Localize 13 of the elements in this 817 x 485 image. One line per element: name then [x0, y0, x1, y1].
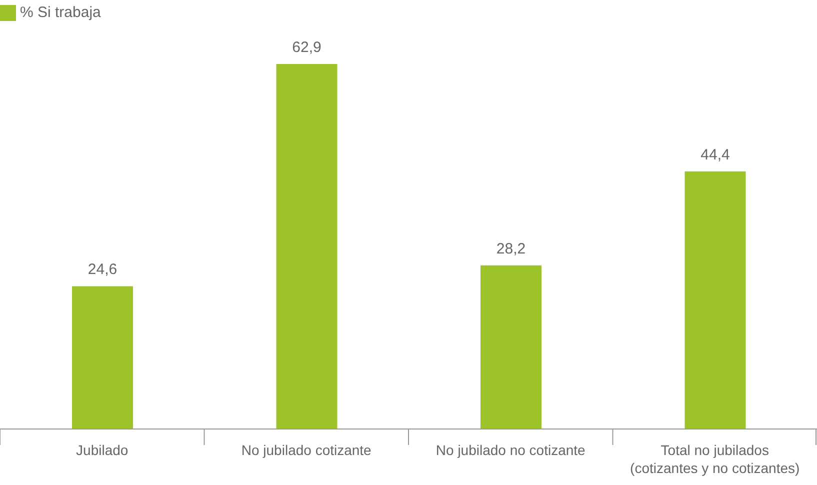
data-label: 62,9 [292, 39, 322, 56]
data-label: 24,6 [88, 261, 118, 278]
bar [72, 286, 133, 429]
data-label: 28,2 [496, 240, 526, 258]
x-tick-label: No jubilado cotizante [241, 442, 372, 458]
bar [684, 171, 746, 429]
bar [276, 64, 338, 429]
bar [480, 265, 542, 429]
legend-label: % Si trabaja [20, 4, 101, 21]
x-tick-label: Jubilado [76, 442, 128, 458]
x-tick-label: Total no jubilados (cotizantes y no cotizantes) [630, 442, 800, 476]
data-label: 44,4 [700, 146, 730, 164]
x-tick-label: No jubilado no cotizante [436, 442, 586, 458]
